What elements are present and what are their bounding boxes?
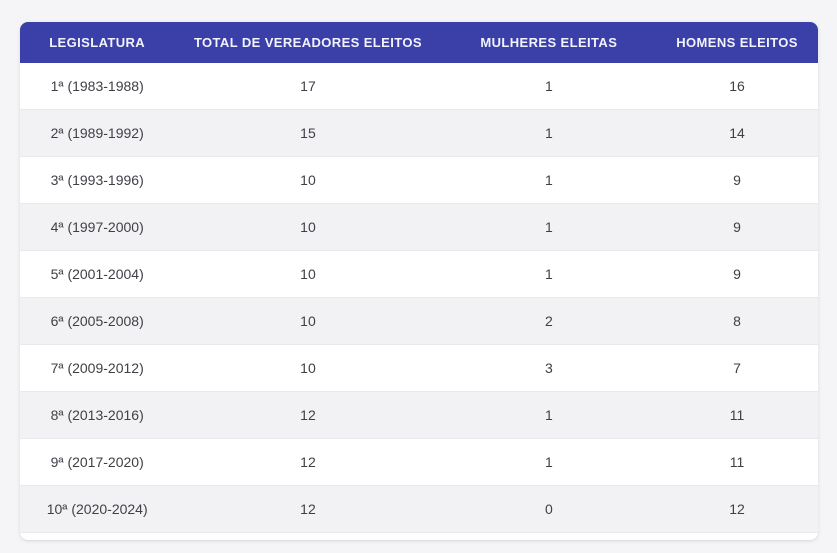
legislature-table: LEGISLATURA TOTAL DE VEREADORES ELEITOS … <box>20 22 818 533</box>
table-row: 6ª (2005-2008) 10 2 8 <box>20 297 818 345</box>
cell-legislatura: 7ª (2009-2012) <box>20 344 175 392</box>
cell-legislatura: 4ª (1997-2000) <box>20 203 175 251</box>
cell-mulheres-eleitas: 1 <box>441 203 657 251</box>
table-row: 1ª (1983-1988) 17 1 16 <box>20 63 818 110</box>
cell-total-vereadores: 12 <box>174 438 442 486</box>
column-header-legislatura: LEGISLATURA <box>20 22 175 63</box>
cell-homens-eleitos: 11 <box>656 391 818 439</box>
table-row: 5ª (2001-2004) 10 1 9 <box>20 250 818 298</box>
cell-homens-eleitos: 7 <box>656 344 818 392</box>
cell-legislatura: 2ª (1989-1992) <box>20 109 175 157</box>
cell-legislatura: 3ª (1993-1996) <box>20 156 175 204</box>
table-header-row: LEGISLATURA TOTAL DE VEREADORES ELEITOS … <box>20 22 818 63</box>
cell-total-vereadores: 17 <box>174 63 442 110</box>
cell-legislatura: 1ª (1983-1988) <box>20 63 175 110</box>
cell-total-vereadores: 12 <box>174 485 442 533</box>
cell-homens-eleitos: 8 <box>656 297 818 345</box>
cell-mulheres-eleitas: 1 <box>441 438 657 486</box>
table-row: 3ª (1993-1996) 10 1 9 <box>20 156 818 204</box>
table-row: 9ª (2017-2020) 12 1 11 <box>20 438 818 486</box>
column-header-total-vereadores: TOTAL DE VEREADORES ELEITOS <box>174 22 442 63</box>
cell-homens-eleitos: 9 <box>656 203 818 251</box>
cell-legislatura: 10ª (2020-2024) <box>20 485 175 533</box>
cell-total-vereadores: 10 <box>174 297 442 345</box>
cell-mulheres-eleitas: 1 <box>441 156 657 204</box>
cell-homens-eleitos: 9 <box>656 156 818 204</box>
cell-mulheres-eleitas: 1 <box>441 63 657 110</box>
cell-homens-eleitos: 12 <box>656 485 818 533</box>
cell-mulheres-eleitas: 0 <box>441 485 657 533</box>
table-row: 10ª (2020-2024) 12 0 12 <box>20 485 818 533</box>
legislature-table-card: LEGISLATURA TOTAL DE VEREADORES ELEITOS … <box>20 22 818 540</box>
table-row: 4ª (1997-2000) 10 1 9 <box>20 203 818 251</box>
cell-total-vereadores: 12 <box>174 391 442 439</box>
cell-total-vereadores: 10 <box>174 156 442 204</box>
cell-homens-eleitos: 9 <box>656 250 818 298</box>
table-body: 1ª (1983-1988) 17 1 16 2ª (1989-1992) 15 1 14 3ª… <box>20 63 818 533</box>
cell-mulheres-eleitas: 3 <box>441 344 657 392</box>
cell-legislatura: 6ª (2005-2008) <box>20 297 175 345</box>
cell-homens-eleitos: 11 <box>656 438 818 486</box>
cell-homens-eleitos: 16 <box>656 63 818 110</box>
cell-homens-eleitos: 14 <box>656 109 818 157</box>
cell-mulheres-eleitas: 1 <box>441 109 657 157</box>
cell-legislatura: 9ª (2017-2020) <box>20 438 175 486</box>
cell-total-vereadores: 15 <box>174 109 442 157</box>
cell-total-vereadores: 10 <box>174 203 442 251</box>
table-row: 7ª (2009-2012) 10 3 7 <box>20 344 818 392</box>
column-header-homens-eleitos: HOMENS ELEITOS <box>656 22 818 63</box>
column-header-mulheres-eleitas: MULHERES ELEITAS <box>441 22 657 63</box>
cell-legislatura: 8ª (2013-2016) <box>20 391 175 439</box>
cell-mulheres-eleitas: 1 <box>441 391 657 439</box>
table-row: 2ª (1989-1992) 15 1 14 <box>20 109 818 157</box>
cell-mulheres-eleitas: 1 <box>441 250 657 298</box>
cell-total-vereadores: 10 <box>174 250 442 298</box>
cell-total-vereadores: 10 <box>174 344 442 392</box>
cell-legislatura: 5ª (2001-2004) <box>20 250 175 298</box>
table-row: 8ª (2013-2016) 12 1 11 <box>20 391 818 439</box>
cell-mulheres-eleitas: 2 <box>441 297 657 345</box>
table-header: LEGISLATURA TOTAL DE VEREADORES ELEITOS … <box>20 22 818 63</box>
